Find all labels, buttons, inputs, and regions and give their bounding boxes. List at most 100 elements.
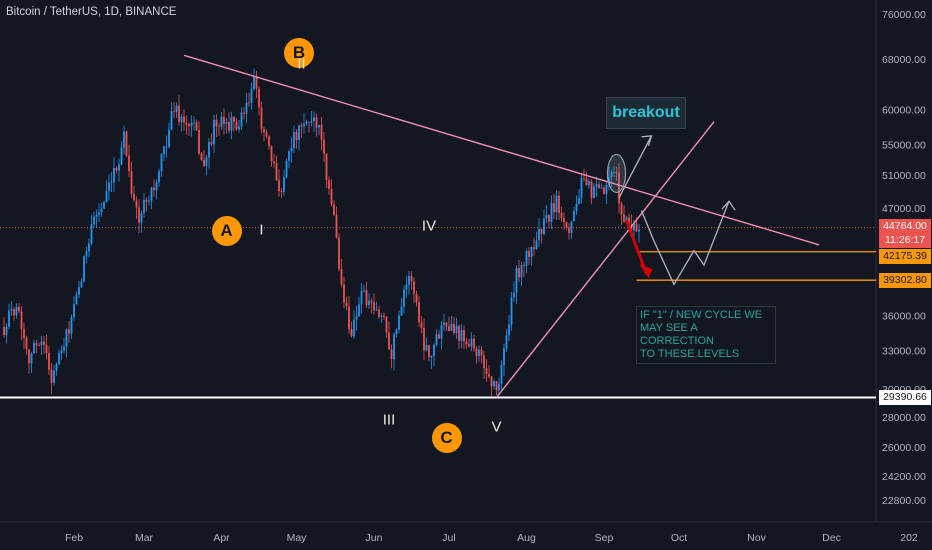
time-tick-label: Jun <box>366 532 383 544</box>
wave-circle-A: A <box>211 215 242 246</box>
candle-body <box>605 184 608 194</box>
projection-path <box>640 200 730 286</box>
candle-body <box>105 190 108 203</box>
candle-body <box>638 229 640 232</box>
candle-body <box>230 116 233 131</box>
candle-body <box>255 76 258 89</box>
candle-body <box>350 328 353 337</box>
candle-body <box>535 240 538 250</box>
correction-note: IF "1" / NEW CYCLE WE MAY SEE A CORRECTI… <box>636 306 776 364</box>
candle-body <box>228 122 230 131</box>
wave-label-II: II <box>297 55 306 73</box>
wave-label-I: I <box>259 221 264 239</box>
candle-body <box>548 215 550 222</box>
candle-body <box>303 123 305 127</box>
candle-body <box>175 105 178 112</box>
candle-body <box>128 155 130 171</box>
candle-body <box>140 213 143 223</box>
candle-body <box>288 151 290 161</box>
support-badge: 29390.66 <box>879 390 931 405</box>
candle-body <box>428 345 430 358</box>
candle-body <box>618 172 620 204</box>
candle-body <box>8 310 10 327</box>
candle-body <box>65 329 68 347</box>
candle-body <box>123 131 125 148</box>
candle-body <box>130 170 133 194</box>
candle-body <box>88 243 90 252</box>
candle-body <box>300 125 303 127</box>
current-price-badge: 44764.00 <box>879 219 931 235</box>
candle-body <box>323 139 325 154</box>
candle-body <box>260 107 263 129</box>
time-tick-label: Sep <box>595 532 614 544</box>
candle-body <box>210 142 213 145</box>
candle-body <box>205 157 208 167</box>
candle-body <box>190 122 193 127</box>
candle-body <box>183 116 185 123</box>
highlight-ellipse <box>606 153 627 194</box>
candle-body <box>305 121 308 124</box>
level2-badge: 39302.80 <box>879 272 931 288</box>
candle-body <box>450 323 453 331</box>
time-tick-label: Oct <box>671 532 687 544</box>
candle-body <box>50 369 53 383</box>
candle-body <box>73 304 75 317</box>
candle-body <box>563 218 565 223</box>
candle-body <box>405 284 408 290</box>
candle-body <box>495 381 498 391</box>
candle-body <box>620 203 623 215</box>
candle-body <box>238 126 240 130</box>
candle-body <box>45 344 48 354</box>
candle-body <box>138 207 140 223</box>
candle-body <box>70 316 73 334</box>
candle-body <box>580 177 583 198</box>
price-tick-label: 24200.00 <box>882 471 926 483</box>
candle-body <box>3 326 5 335</box>
candle-body <box>343 284 345 303</box>
candle-body <box>543 218 545 235</box>
candle-body <box>48 353 50 370</box>
candle-body <box>295 132 298 141</box>
candle-body <box>383 315 385 317</box>
candle-body <box>35 343 38 346</box>
candle-body <box>80 281 83 288</box>
candle-body <box>135 200 138 208</box>
candle-body <box>113 167 115 183</box>
candle-body <box>355 316 358 320</box>
candle-body <box>493 381 495 387</box>
candle-body <box>413 281 415 294</box>
candle-body <box>565 222 568 228</box>
candle-body <box>160 154 163 172</box>
wave-circle-B: B <box>284 38 314 68</box>
candle-body <box>15 307 18 316</box>
candle-body <box>213 119 215 145</box>
rising-support-line <box>495 121 715 398</box>
candle-body <box>153 187 155 191</box>
candle-body <box>555 195 558 213</box>
candle-body <box>215 119 218 127</box>
candle-body <box>463 330 465 342</box>
time-axis: Feb Mar Apr May Jun Jul Aug Sep Oct Nov Dec 202 <box>65 532 918 544</box>
candle-body <box>43 341 45 345</box>
candle-body <box>558 195 560 213</box>
correction-arrowhead <box>639 264 653 279</box>
candle-body <box>13 309 15 316</box>
candle-body <box>598 184 600 189</box>
candle-body <box>118 164 120 171</box>
candle-body <box>283 177 285 192</box>
candle-body <box>633 223 635 231</box>
time-tick-label: Aug <box>517 532 536 544</box>
candle-body <box>278 180 280 192</box>
candle-body <box>340 269 343 285</box>
candle-body <box>358 304 360 317</box>
candle-body <box>180 116 183 122</box>
candle-body <box>225 122 228 124</box>
candle-body <box>200 153 203 160</box>
candle-body <box>108 182 110 191</box>
candle-body <box>505 335 508 349</box>
candle-body <box>453 323 455 334</box>
